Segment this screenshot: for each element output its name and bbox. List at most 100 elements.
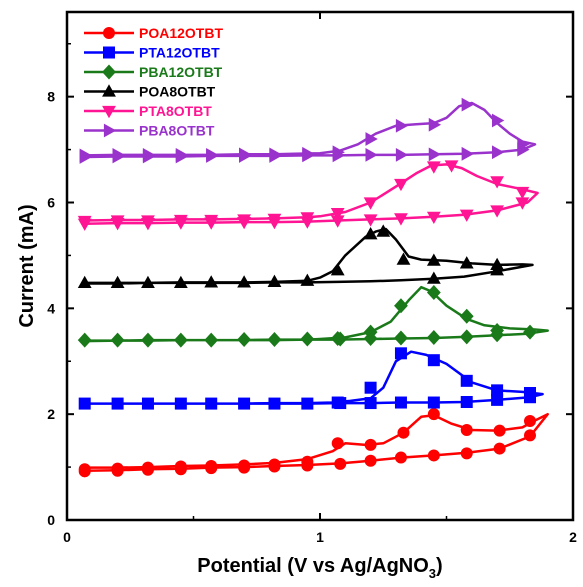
data-point-pta8otbt [426, 161, 441, 174]
data-point-pba12otbt [490, 327, 504, 343]
axis-ticks: 0 1 2 0 2 4 6 8 [47, 12, 577, 545]
legend-marker [103, 123, 117, 138]
data-point-pba8otbt [269, 149, 282, 163]
data-point-poa12otbt [364, 438, 377, 451]
data-point-pta12otbt [523, 391, 536, 404]
legend-marker [103, 27, 115, 39]
data-point-poa8otbt [426, 271, 441, 284]
legend-label: POA12OTBT [139, 25, 223, 41]
data-point-pba8otbt [175, 149, 189, 164]
legend-label: PBA12OTBT [139, 64, 223, 80]
data-point-poa12otbt [364, 454, 377, 467]
data-point-pba12otbt [394, 330, 408, 346]
legend-item: PTA8OTBT [84, 103, 212, 119]
data-point-pba12otbt [426, 284, 441, 300]
legend-label: POA8OTBT [139, 84, 216, 100]
data-point-pba8otbt [461, 97, 474, 112]
data-point-pba12otbt [459, 329, 474, 345]
x-tick-label: 0 [63, 529, 71, 545]
legend-item: POA12OTBT [84, 25, 223, 41]
legend-item: PBA12OTBT [84, 64, 223, 80]
data-point-pta12otbt [394, 347, 407, 360]
data-point-poa8otbt [77, 275, 92, 289]
data-point-poa8otbt [330, 263, 345, 276]
data-point-pta12otbt [460, 374, 473, 387]
data-point-poa12otbt [331, 437, 344, 450]
y-tick-label: 8 [47, 89, 55, 105]
legend: POA12OTBT PTA12OTBT PBA12OTBT POA8OTBT PTA8O… [84, 25, 223, 139]
data-point-pta12otbt [427, 354, 440, 367]
data-point-pba8otbt [492, 145, 505, 160]
x-tick-label: 2 [569, 529, 577, 545]
x-axis-label: Potential (V vs Ag/AgNO3) [197, 555, 442, 581]
data-point-poa8otbt [490, 263, 504, 276]
data-point-pta12otbt [205, 397, 218, 410]
data-point-poa12otbt [427, 449, 440, 462]
data-point-pta12otbt [238, 397, 251, 410]
data-point-pba12otbt [173, 332, 188, 348]
legend-marker [102, 105, 116, 119]
data-point-pta8otbt [237, 216, 251, 230]
data-point-poa12otbt [238, 461, 251, 474]
series-line-poa12otbt [84, 412, 549, 473]
data-point-poa8otbt [376, 224, 391, 237]
legend-label: PTA8OTBT [139, 103, 212, 119]
data-point-pta8otbt [426, 211, 441, 224]
data-point-pta12otbt [460, 395, 473, 408]
data-point-pba8otbt [461, 146, 474, 161]
y-tick-label: 2 [47, 406, 55, 422]
data-point-pba12otbt [394, 298, 408, 314]
data-point-pba12otbt [363, 330, 378, 346]
data-point-poa8otbt [237, 275, 251, 288]
data-point-pta12otbt [491, 393, 504, 406]
series-layer [77, 97, 549, 478]
data-point-pta12otbt [141, 397, 154, 410]
data-point-pta12otbt [301, 397, 314, 410]
legend-marker [102, 64, 116, 80]
data-point-pba12otbt [523, 324, 537, 340]
data-point-poa8otbt [300, 273, 315, 286]
series-pta12otbt [78, 347, 544, 410]
data-point-pta8otbt [490, 205, 504, 218]
data-point-poa12otbt [493, 424, 506, 437]
data-point-pta8otbt [77, 218, 92, 231]
data-point-pba8otbt [142, 149, 156, 164]
data-point-pba12otbt [204, 332, 219, 348]
data-point-pba12otbt [237, 332, 251, 348]
data-point-pta8otbt [363, 197, 378, 210]
series-line-pba12otbt [84, 285, 549, 343]
series-pta8otbt [77, 160, 539, 231]
y-tick-label: 4 [47, 300, 55, 316]
series-pba12otbt [77, 284, 549, 348]
data-point-pta8otbt [515, 186, 530, 200]
data-point-pba12otbt [300, 331, 315, 347]
data-point-poa12otbt [268, 460, 281, 473]
data-point-pta12otbt [78, 397, 91, 410]
data-point-poa12otbt [205, 462, 218, 475]
x-tick-label: 1 [316, 529, 324, 545]
data-point-pta12otbt [364, 397, 377, 410]
series-poa8otbt [77, 224, 534, 289]
data-point-poa12otbt [111, 464, 124, 477]
legend-item: PBA8OTBT [84, 123, 215, 139]
data-point-poa8otbt [204, 275, 219, 288]
data-point-pta8otbt [330, 207, 345, 221]
data-point-poa12otbt [397, 426, 410, 439]
data-point-pta12otbt [334, 397, 347, 410]
data-point-pba8otbt [112, 149, 125, 164]
data-point-poa12otbt [141, 463, 154, 476]
y-tick-label: 6 [47, 195, 55, 211]
data-point-poa8otbt [459, 256, 474, 269]
x-axis-label-main: Potential (V vs Ag/AgNO [197, 555, 429, 577]
x-axis-label-close: ) [436, 555, 443, 577]
data-point-pta12otbt [427, 396, 440, 409]
y-axis-label: Current (mA) [16, 204, 38, 327]
data-point-pta8otbt [300, 216, 315, 229]
data-point-poa12otbt [174, 463, 187, 476]
data-point-pba12otbt [459, 308, 474, 324]
data-point-pta8otbt [459, 209, 474, 222]
series-pba8otbt [79, 97, 537, 164]
data-point-pba8otbt [428, 117, 442, 132]
data-point-poa8otbt [141, 275, 155, 289]
